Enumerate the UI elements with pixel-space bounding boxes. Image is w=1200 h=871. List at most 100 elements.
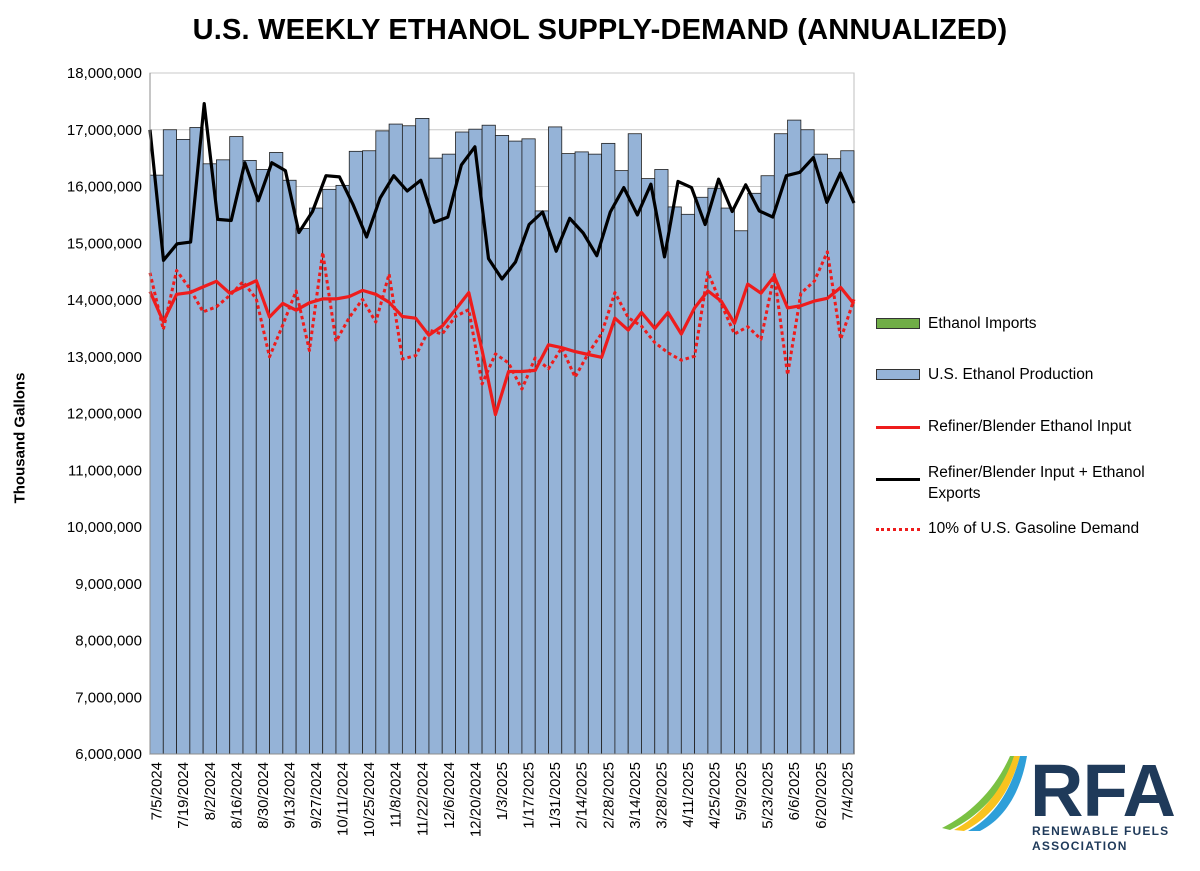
production-bar [375,130,390,755]
production-bar [401,125,417,755]
rfa-logo: RFA RENEWABLE FUELS ASSOCIATION [940,752,1190,862]
legend-item: Refiner/Blender Input + Ethanol Exports [876,464,1176,504]
y-tick-label: 15,000,000 [67,235,142,252]
x-tick-label: 10/25/2024 [361,762,378,837]
x-tick-label: 3/28/2025 [653,762,670,829]
production-bar [494,135,510,755]
x-tick-label: 12/6/2024 [441,762,458,829]
production-bar [734,230,749,755]
y-tick-labels: 6,000,000 7,000,000 8,000,000 9,000,000 10,0… [67,65,142,763]
production-bar [415,118,430,755]
x-tick-label: 5/9/2025 [733,762,750,820]
axes [149,73,854,755]
y-tick-label: 18,000,000 [67,65,142,82]
x-tick-label: 4/25/2025 [707,762,724,829]
y-tick-label: 16,000,000 [67,179,142,196]
x-tick-label: 1/17/2025 [521,762,538,829]
legend-label: U.S. Ethanol Production [928,366,1094,383]
logo-wordmark: RFA [1030,749,1176,832]
production-bar [269,152,284,755]
x-tick-label: 3/14/2025 [627,762,644,829]
legend-swatch [876,478,920,481]
x-tick-label: 8/30/2024 [255,762,272,829]
production-bar [534,210,549,755]
production-bar [747,192,762,755]
y-tick-label: 11,000,000 [68,462,142,479]
x-tick-label: 2/14/2025 [574,762,591,829]
legend-swatch [876,528,920,531]
x-tick-label: 9/27/2024 [308,762,325,829]
legend-label: Ethanol Imports [928,315,1037,332]
production-bar [667,206,682,755]
legend-symbol [876,471,920,487]
production-bar [308,207,324,755]
production-bar [388,123,403,755]
logo-swoosh-icon [942,756,1027,831]
production-bar [773,133,788,755]
production-bar [348,150,363,755]
bars [149,118,855,755]
x-tick-label: 12/20/2024 [467,762,484,837]
legend-symbol [876,316,920,332]
production-bar [720,207,735,755]
production-bar [680,213,696,755]
blender-input-line [148,274,856,417]
x-tick-label: 2/28/2025 [600,762,617,829]
production-bar [202,163,217,755]
production-bar [216,159,231,755]
y-tick-label: 10,000,000 [67,519,142,536]
gasoline-demand-line [148,250,856,391]
legend-symbol [876,419,920,435]
y-tick-label: 12,000,000 [67,406,142,423]
x-tick-label: 11/22/2024 [414,762,431,836]
chart-title: U.S. WEEKLY ETHANOL SUPPLY-DEMAND (ANNUA… [192,14,1008,46]
production-bar [813,153,828,755]
legend-item: Refiner/Blender Ethanol Input [876,416,1176,437]
production-bar [827,158,842,755]
legend-symbol [876,367,920,383]
production-bar [428,157,443,755]
production-bar [760,175,775,755]
production-bar [614,170,629,755]
production-bar [508,140,523,755]
x-tick-label: 7/5/2024 [149,762,166,820]
x-tick-label: 10/11/2024 [335,762,352,836]
legend-label: Refiner/Blender Input + Ethanol Exports [928,464,1145,502]
legend-symbol [876,521,920,537]
production-bar [455,131,470,755]
production-bar [229,136,244,755]
production-bar [162,129,177,755]
x-tick-label: 5/23/2025 [760,762,777,829]
production-bar [335,184,350,755]
y-tick-label: 17,000,000 [67,122,142,139]
x-tick-label: 6/6/2025 [786,762,803,820]
legend-swatch [876,369,920,380]
y-tick-label: 14,000,000 [67,292,142,309]
legend-item: Ethanol Imports [876,313,1176,334]
production-bar [707,187,722,755]
production-bar [176,138,191,755]
legend-swatch [876,318,920,329]
x-tick-label: 7/4/2025 [839,762,856,820]
legend-label: 10% of U.S. Gasoline Demand [928,520,1140,537]
production-bar [800,129,815,755]
y-tick-label: 8,000,000 [75,633,142,650]
x-tick-label: 11/8/2024 [388,762,405,828]
x-tick-label: 1/3/2025 [494,762,511,820]
x-tick-label: 6/20/2025 [813,762,830,829]
x-tick-label: 4/11/2025 [680,762,697,828]
production-bar [627,133,642,755]
legend-item: U.S. Ethanol Production [876,364,1176,385]
y-tick-label: 9,000,000 [75,576,142,593]
production-bar [521,138,536,755]
production-bar [548,126,563,755]
production-bar [362,150,377,755]
y-tick-label: 6,000,000 [75,746,142,763]
production-bar [468,128,483,755]
production-bar [282,179,297,755]
x-tick-label: 7/19/2024 [175,762,192,829]
x-tick-labels: 7/5/2024 7/19/2024 8/2/2024 8/16/2024 8/30/2… [149,762,857,837]
legend-label: Refiner/Blender Ethanol Input [928,418,1132,435]
y-tick-label: 13,000,000 [67,349,142,366]
